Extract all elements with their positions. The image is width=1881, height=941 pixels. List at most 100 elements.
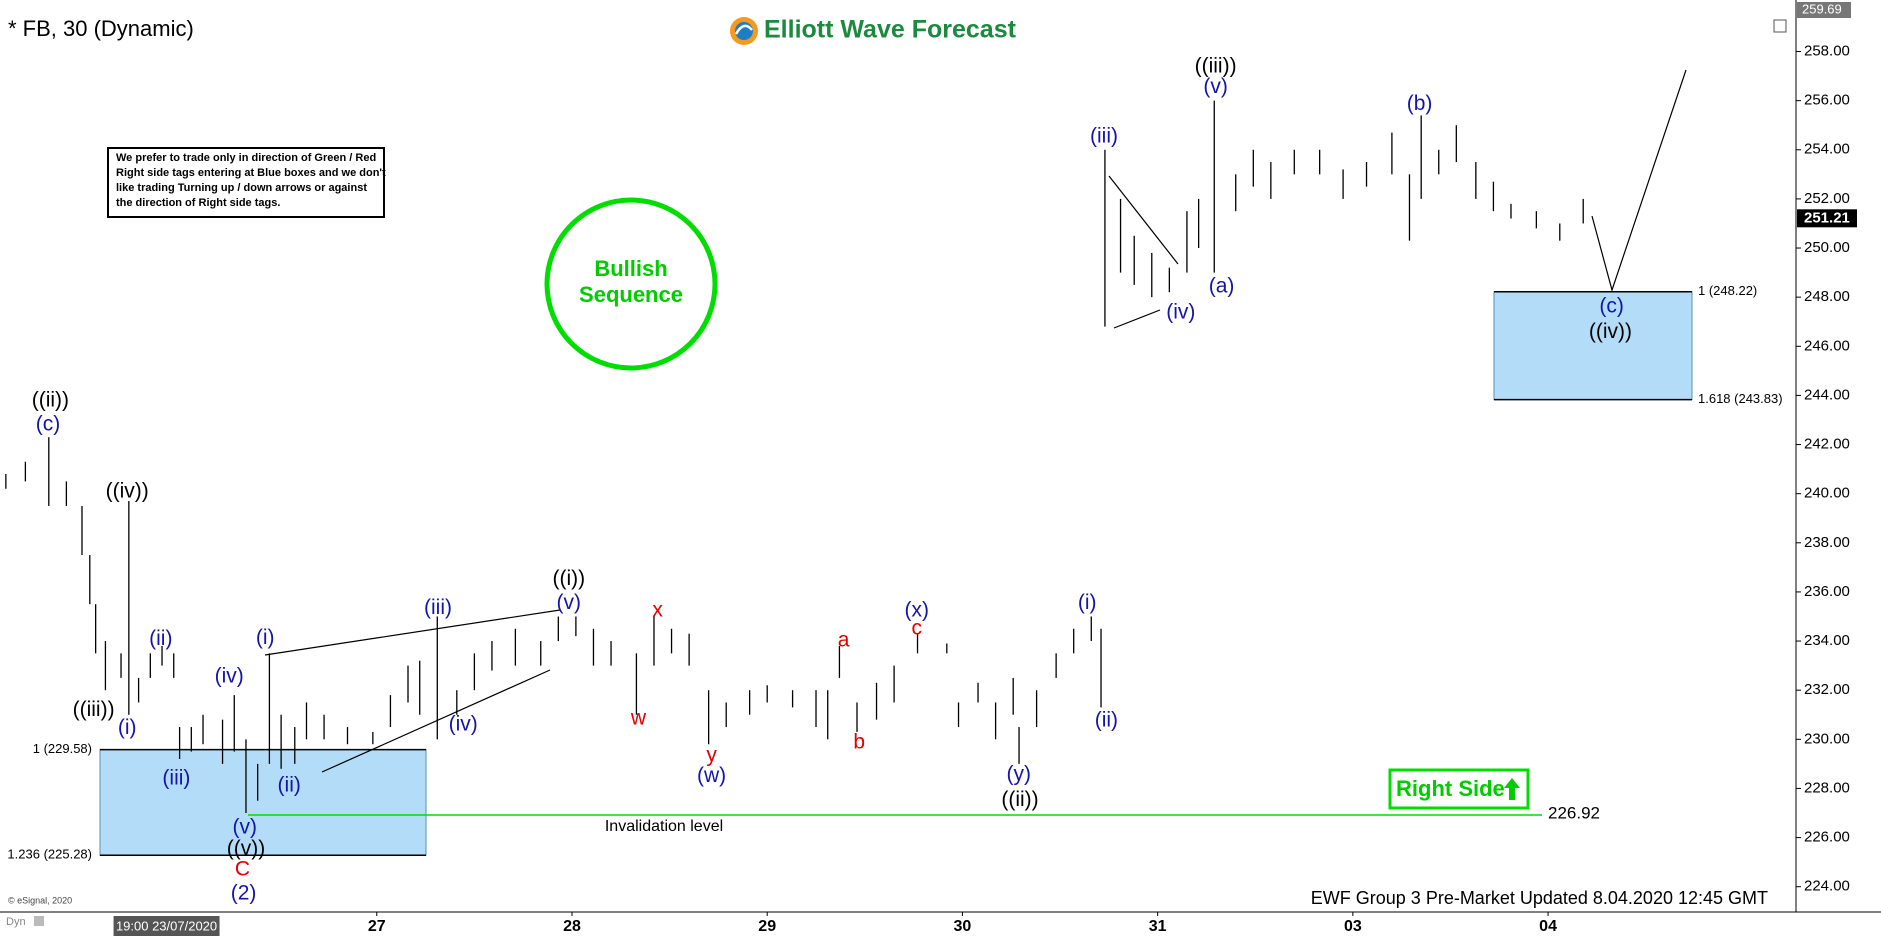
- wave-label: b: [853, 730, 865, 753]
- logo-text: Elliott Wave Forecast: [764, 16, 1017, 44]
- wave-label: (2): [231, 882, 257, 905]
- zone-label: 1.236 (225.28): [7, 847, 92, 862]
- wave-label: (w): [697, 764, 726, 787]
- wave-label: ((iii)): [1195, 55, 1237, 78]
- target-zone: [1493, 291, 1693, 401]
- y-tick-label: 228.00: [1804, 779, 1850, 796]
- y-tick-label: 230.00: [1804, 730, 1850, 747]
- wave-label: y: [706, 744, 717, 767]
- last-price-label: 251.21: [1804, 209, 1850, 226]
- y-tick-label: 224.00: [1804, 878, 1850, 895]
- y-tick-label: 246.00: [1804, 337, 1850, 354]
- x-tick-label: 29: [758, 918, 776, 935]
- note-box: [107, 147, 385, 218]
- y-tick-label: 258.00: [1804, 42, 1850, 59]
- wave-label: (iv): [215, 664, 244, 687]
- copyright: © eSignal, 2020: [8, 895, 72, 905]
- wave-label: (ii): [278, 774, 301, 797]
- wave-label: (iii): [424, 596, 452, 619]
- y-tick-label: 236.00: [1804, 583, 1850, 600]
- triangle-lower: [1113, 309, 1161, 329]
- badge-line: Bullish: [594, 256, 667, 281]
- y-tick-label: 244.00: [1804, 386, 1850, 403]
- wave-label: (i): [1078, 591, 1097, 614]
- axis-top-box: [1797, 2, 1851, 18]
- note-line: We prefer to trade only in direction of …: [116, 152, 376, 164]
- note-line: the direction of Right side tags.: [116, 197, 280, 209]
- note-text: We prefer to trade only in direction of …: [116, 152, 386, 209]
- wave-label: ((iii)): [73, 698, 115, 721]
- target-zone: [99, 749, 427, 856]
- annotations: ((ii))(c)((iv))((iii))(i)(ii)(iii)(iv)(i…: [32, 55, 1632, 905]
- wave-label: (ii): [149, 627, 172, 650]
- wave-label: w: [630, 706, 647, 729]
- footer: EWF Group 3 Pre-Market Updated 8.04.2020…: [1311, 888, 1768, 908]
- wedge-lower: [321, 669, 551, 773]
- invalidation-value: 226.92: [1548, 803, 1600, 822]
- wave-label: (iii): [162, 766, 190, 789]
- y-tick-label: 240.00: [1804, 485, 1850, 502]
- x-tick-label: 31: [1149, 918, 1167, 935]
- logo: Elliott Wave Forecast: [730, 16, 1017, 45]
- axes: 224.00 226.00 228.00 230.00 232.00 234.00 236.…: [113, 1, 1857, 936]
- y-tick-label: 256.00: [1804, 92, 1850, 109]
- wave-label: C: [235, 858, 250, 881]
- note-line: Right side tags entering at Blue boxes a…: [116, 167, 386, 179]
- note-line: like trading Turning up / down arrows or…: [116, 182, 367, 194]
- logo-swoosh: [734, 24, 753, 35]
- x-tick-label: 03: [1344, 918, 1362, 935]
- wave-label: (x): [905, 598, 930, 621]
- projection-path: [1591, 69, 1687, 293]
- wave-label: (v): [557, 591, 582, 614]
- wave-label: (y): [1007, 763, 1032, 786]
- wave-label: (i): [118, 716, 137, 739]
- y-tick-label: 248.00: [1804, 288, 1850, 305]
- last-price-box: [1797, 209, 1857, 228]
- wave-label: ((ii)): [32, 388, 69, 411]
- y-tick-label: 234.00: [1804, 632, 1850, 649]
- chart-title: * FB, 30 (Dynamic): [8, 16, 194, 41]
- zone-label: 1 (248.22): [1698, 283, 1757, 298]
- invalidation-text: Invalidation level: [605, 818, 723, 835]
- wave-label: ((iv)): [1589, 320, 1632, 343]
- wave-label: x: [652, 598, 663, 621]
- trend-lines: [264, 69, 1687, 773]
- wave-label: (c): [1599, 295, 1624, 318]
- wave-label: c: [912, 616, 923, 639]
- window-button[interactable]: [1773, 19, 1787, 33]
- bullish-circle: [544, 197, 718, 371]
- wave-label: (ii): [1095, 709, 1118, 732]
- wave-label: (iv): [449, 712, 478, 735]
- y-tick-label: 254.00: [1804, 141, 1850, 158]
- axis-top-label: 259.69: [1802, 1, 1842, 16]
- wave-label: a: [838, 628, 850, 651]
- wave-label: (iv): [1166, 301, 1195, 324]
- y-tick-label: 252.00: [1804, 190, 1850, 207]
- corner-icon[interactable]: [34, 916, 44, 926]
- x-tick-label: 28: [563, 918, 581, 935]
- wave-label: (v): [233, 816, 258, 839]
- x-tick-label: 27: [368, 918, 386, 935]
- zone-label: 1.618 (243.83): [1698, 391, 1783, 406]
- y-tick-label: 238.00: [1804, 534, 1850, 551]
- x-tick-label: 19:00 23/07/2020: [116, 918, 217, 933]
- zone-label: 1 (229.58): [33, 741, 92, 756]
- right-side-box: [1388, 768, 1530, 810]
- wave-label: ((iv)): [106, 480, 149, 503]
- wave-label: ((i)): [552, 567, 585, 590]
- y-tick-label: 250.00: [1804, 239, 1850, 256]
- y-tick-label: 242.00: [1804, 436, 1850, 453]
- wedge-upper: [264, 609, 561, 656]
- wave-label: (c): [36, 412, 61, 435]
- y-tick-label: 232.00: [1804, 681, 1850, 698]
- triangle-upper: [1108, 175, 1179, 265]
- corner-label: Dyn: [6, 916, 26, 928]
- x-tick-label: 30: [954, 918, 972, 935]
- right-side-arrow: [1504, 778, 1520, 800]
- wave-label: ((ii)): [1001, 788, 1038, 811]
- wave-label: (v): [1203, 75, 1228, 98]
- wave-label: (a): [1209, 274, 1235, 297]
- y-tick-label: 226.00: [1804, 829, 1850, 846]
- wave-label: ((v)): [227, 837, 265, 860]
